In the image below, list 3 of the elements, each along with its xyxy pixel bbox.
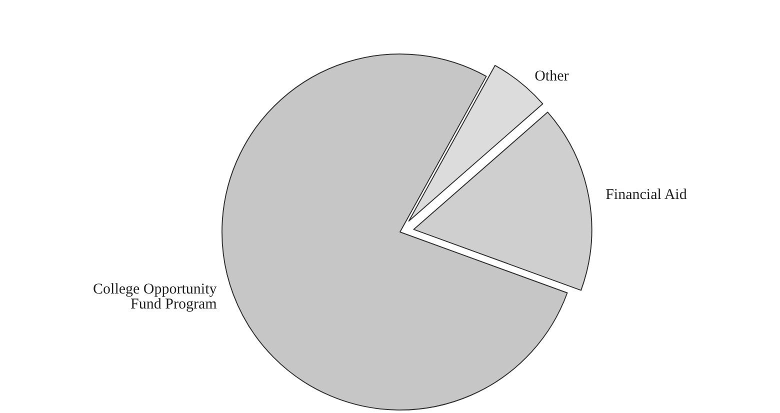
slice-label: Other bbox=[534, 68, 569, 84]
slice-label: Financial Aid bbox=[606, 187, 688, 204]
slice-label: College Opportunity Fund Program bbox=[93, 282, 218, 313]
